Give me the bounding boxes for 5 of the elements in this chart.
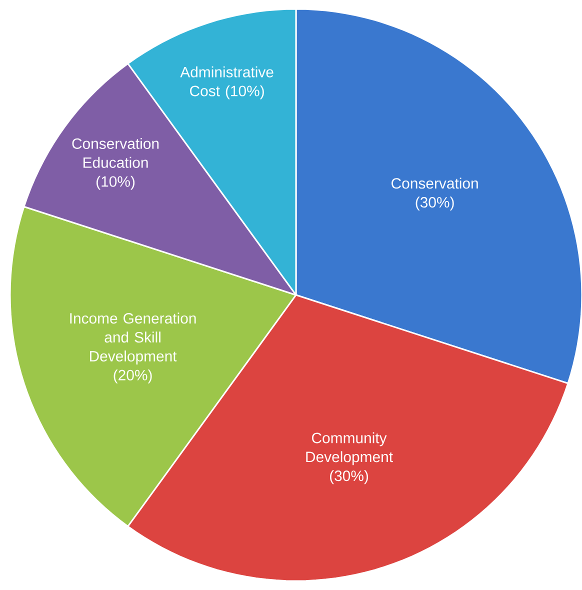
slice-label: Conservation Education (10%) [72, 138, 159, 190]
slice-label: Conservation (30%) [392, 178, 478, 211]
slice-label: Administrative Cost (10%) [180, 66, 274, 100]
slice-label: Community Development (30%) [306, 432, 393, 484]
slice-label: Income Generation and Skill Development (20%) [70, 312, 196, 384]
